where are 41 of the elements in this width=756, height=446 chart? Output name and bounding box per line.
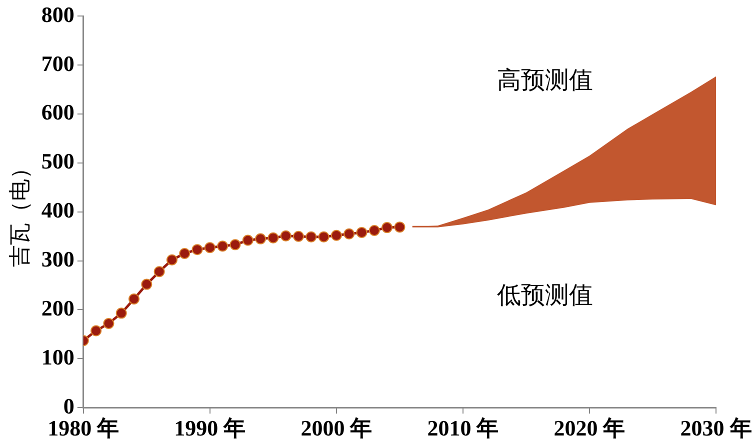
point — [217, 240, 228, 252]
point — [90, 325, 102, 336]
point — [292, 230, 304, 242]
point — [141, 278, 152, 290]
point — [306, 231, 317, 242]
point — [330, 230, 342, 241]
point — [242, 234, 254, 246]
point — [280, 230, 292, 242]
x-tick-label: 1990 年 — [174, 415, 246, 440]
x-tick-label: 2020 年 — [554, 415, 626, 440]
point — [204, 242, 216, 254]
point — [318, 231, 330, 242]
point — [268, 232, 279, 244]
point — [368, 224, 380, 236]
point — [166, 254, 178, 266]
point — [179, 248, 190, 259]
point — [116, 308, 127, 319]
point — [255, 233, 266, 244]
point — [344, 228, 355, 240]
point — [394, 222, 406, 233]
x-tick-label: 2010 年 — [427, 415, 499, 440]
y-tick-label: 800 — [41, 2, 74, 27]
point — [356, 226, 368, 238]
x-tick-label: 2030 年 — [680, 415, 752, 440]
y-axis-title: 吉瓦（电） — [8, 156, 33, 267]
y-tick-label: 200 — [41, 295, 74, 320]
point — [382, 222, 393, 234]
y-tick-label: 600 — [41, 100, 74, 125]
point — [103, 318, 114, 329]
x-tick-label: 2000 年 — [300, 415, 372, 440]
y-tick-label: 400 — [41, 198, 74, 223]
y-tick-label: 500 — [41, 148, 74, 174]
point — [230, 239, 241, 250]
annotation: 高预测值 — [497, 66, 594, 94]
annotation: 低预测值 — [497, 281, 594, 310]
y-tick-label: 300 — [41, 246, 74, 272]
point — [154, 266, 165, 278]
y-tick-label: 100 — [41, 344, 74, 370]
point — [128, 293, 140, 304]
point — [192, 244, 203, 256]
y-tick-label: 700 — [41, 50, 74, 76]
